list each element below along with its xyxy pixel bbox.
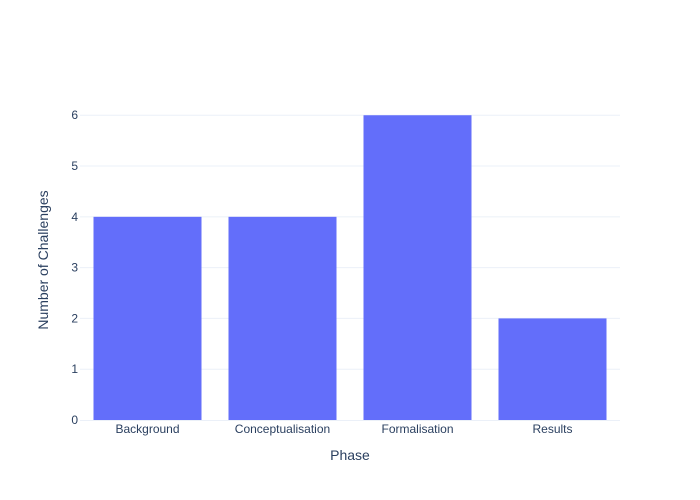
y-tick-label: 3 — [71, 261, 78, 275]
bars — [93, 115, 607, 420]
x-tick-label: Results — [532, 422, 572, 436]
y-tick-label: 5 — [71, 159, 78, 173]
y-tick-labels: 0 1 2 3 4 5 6 — [71, 108, 78, 427]
bar-results[interactable] — [498, 318, 607, 420]
y-tick-label: 4 — [71, 210, 78, 224]
x-tick-label: Background — [115, 422, 179, 436]
x-tick-labels: Background Conceptualisation Formalisation… — [115, 422, 572, 436]
bar-conceptualisation[interactable] — [228, 216, 337, 420]
y-tick-label: 2 — [71, 311, 78, 325]
y-tick-label: 1 — [71, 362, 78, 376]
x-axis-title: Phase — [330, 447, 370, 463]
y-tick-label: 6 — [71, 108, 78, 122]
y-axis-title: Number of Challenges — [35, 190, 51, 329]
bar-formalisation[interactable] — [363, 115, 472, 420]
x-tick-label: Conceptualisation — [235, 422, 330, 436]
y-tick-label: 0 — [71, 413, 78, 427]
x-tick-label: Formalisation — [381, 422, 453, 436]
bar-background[interactable] — [93, 216, 202, 420]
